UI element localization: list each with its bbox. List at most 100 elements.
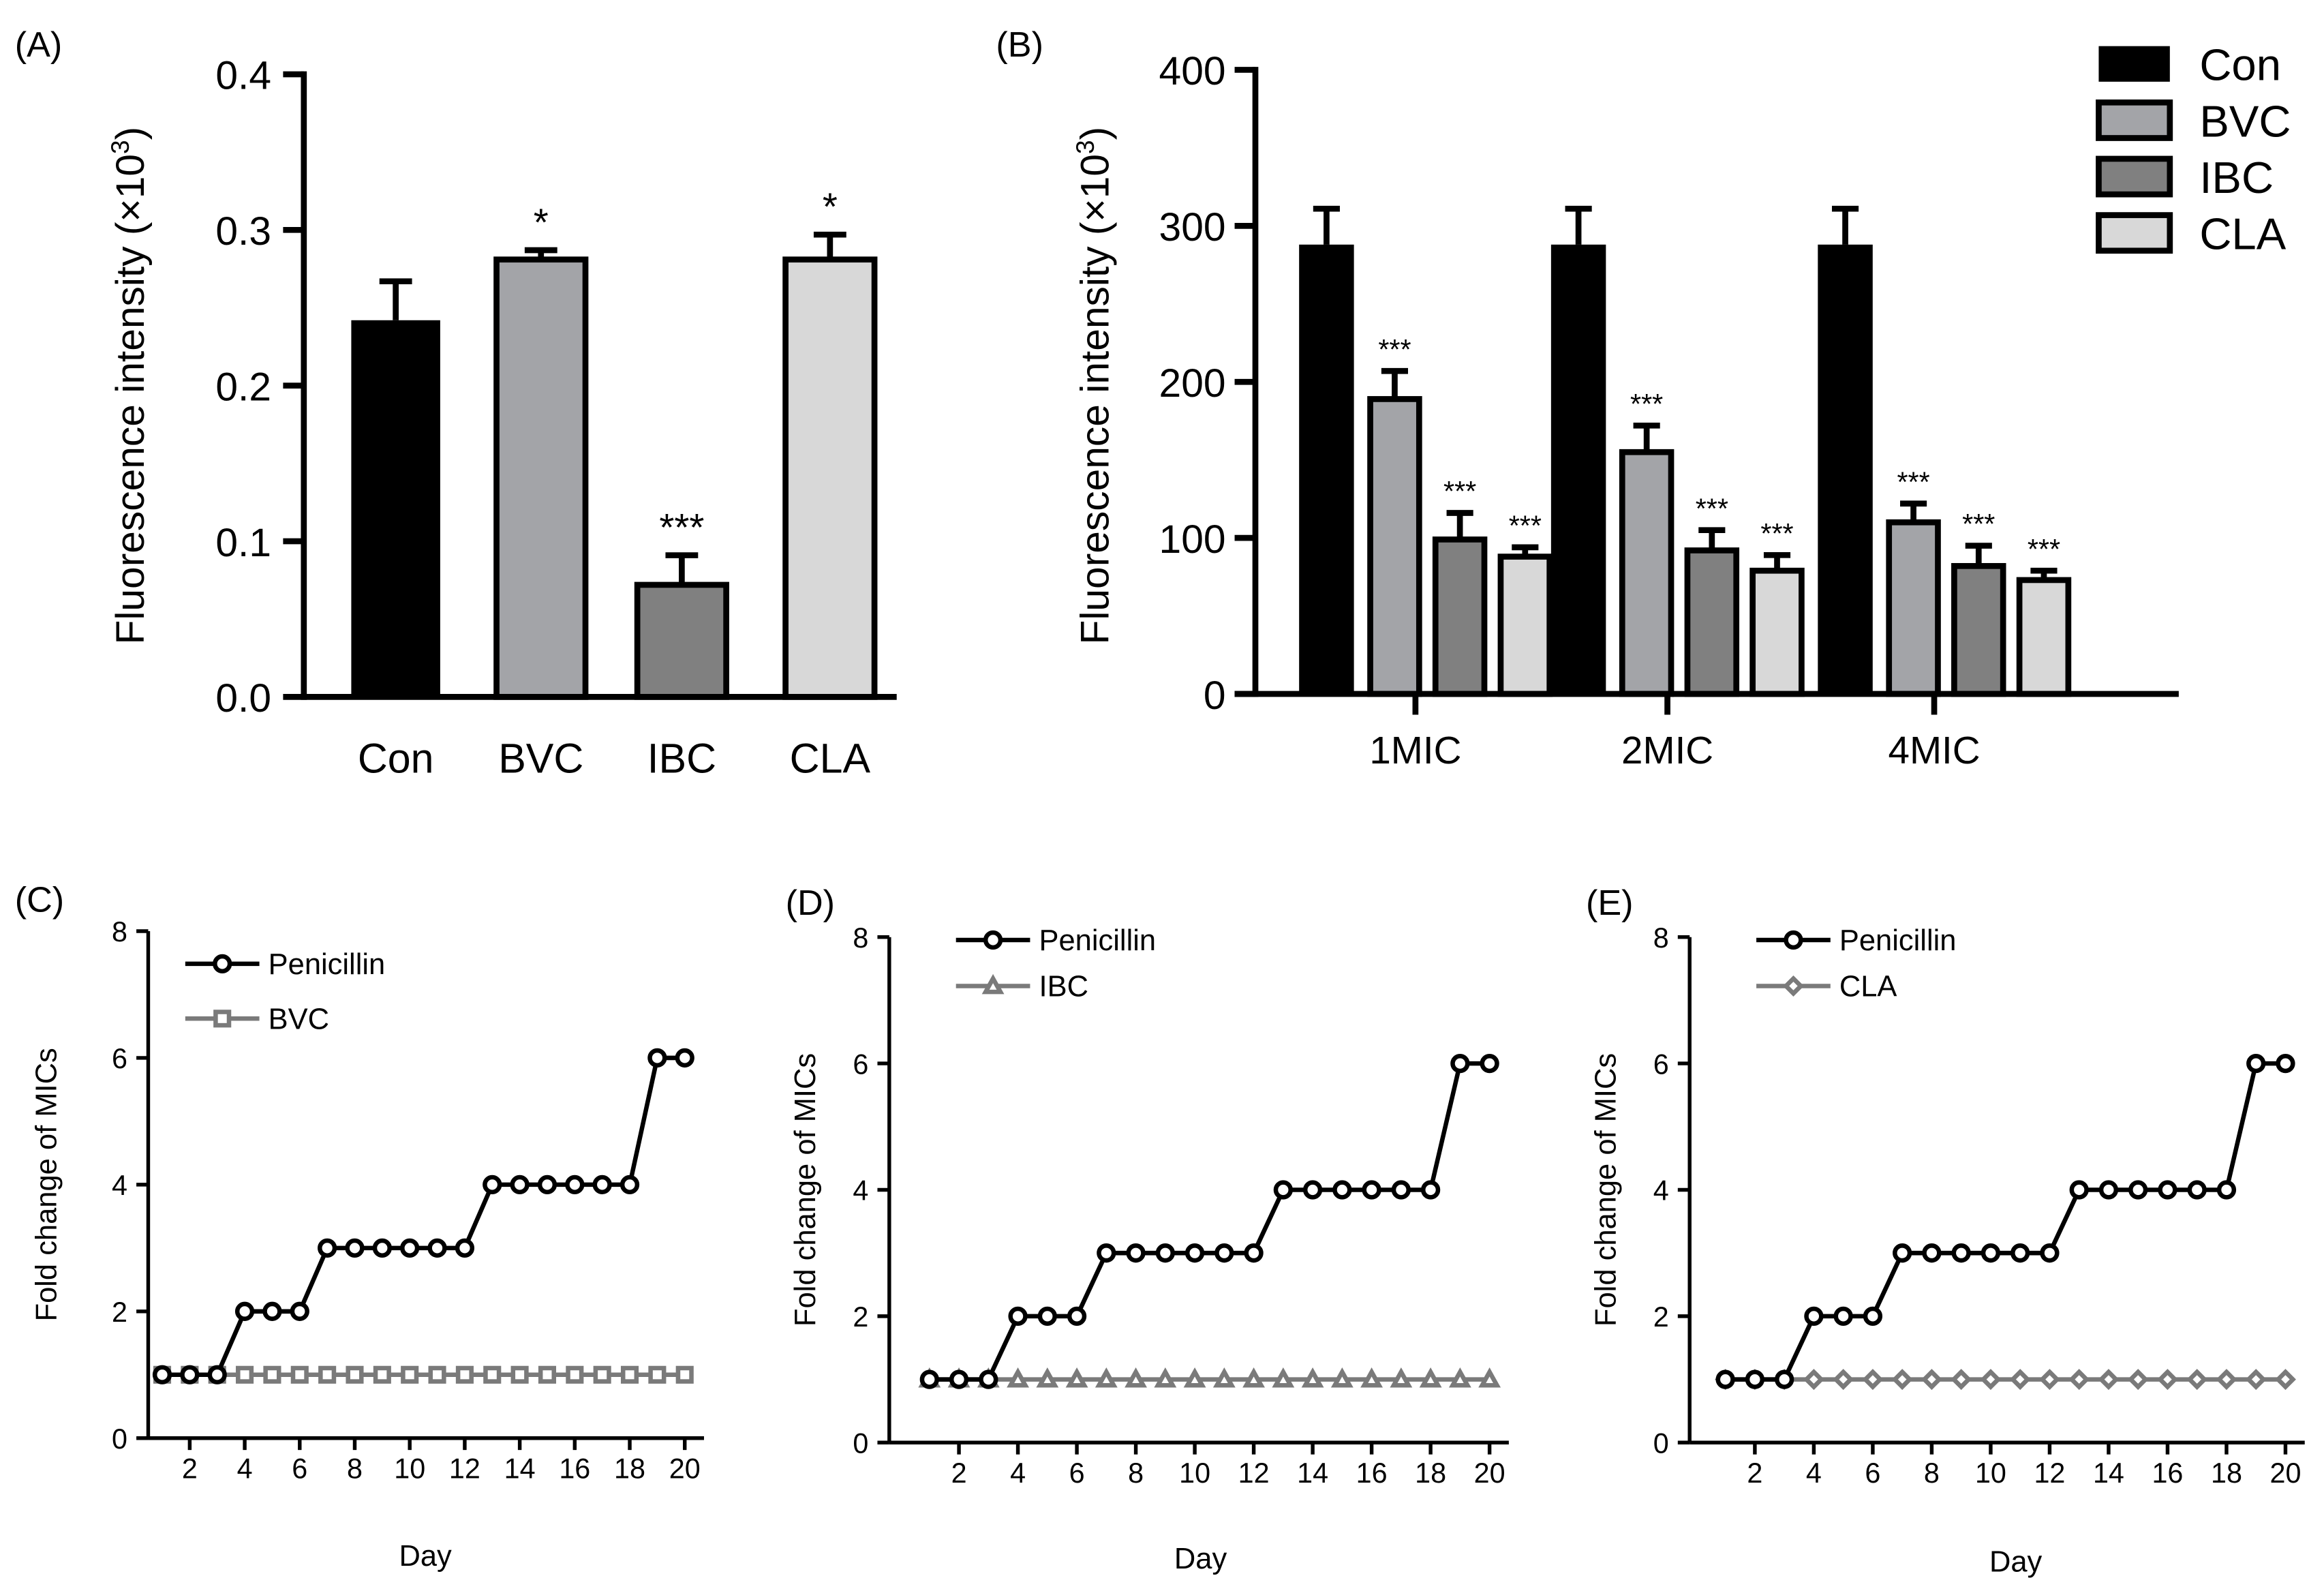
circle-marker [1037, 1306, 1057, 1327]
circle-marker [1784, 930, 1803, 950]
circle-marker [592, 1175, 612, 1195]
x-axis-label: Day [399, 1540, 452, 1573]
circle-marker [1332, 1180, 1352, 1200]
legend-swatch [2096, 212, 2173, 254]
panel-e: (E) Fold change of MICs Day 0 2 4 6 8 2 4 6 8 10 12 14… [1586, 883, 2305, 1578]
x-axis-label: Day [1174, 1543, 1227, 1575]
bar-con-2mic [1550, 244, 1606, 695]
circle-marker [1184, 1243, 1205, 1263]
x-tick-label: 4MIC [1889, 729, 1981, 772]
y-axis-label: Fluorescence intensity (×103) [1071, 127, 1118, 645]
triangle-marker [1419, 1367, 1442, 1388]
circle-marker [213, 954, 232, 973]
x-tick-label: 2 [1747, 1457, 1762, 1489]
legend-swatch [2096, 155, 2173, 198]
bar-con-4mic [1818, 244, 1873, 695]
y-tick-label: 2 [1653, 1301, 1669, 1333]
x-tick-label: 12 [1238, 1457, 1270, 1489]
circle-marker [1008, 1306, 1028, 1327]
y-tick-label: 0.2 [215, 365, 271, 409]
circle-marker [1833, 1306, 1853, 1327]
circle-marker [1420, 1180, 1441, 1200]
circle-marker [2010, 1243, 2030, 1263]
y-tick-label: 0.0 [215, 676, 271, 721]
legend: Penicillin IBC [955, 924, 1156, 1003]
bar-bvc [493, 256, 589, 700]
significance-label: *** [659, 506, 704, 549]
x-tick-label: 4 [1806, 1457, 1822, 1489]
x-tick-label: 1MIC [1369, 729, 1461, 772]
circle-marker [2040, 1243, 2060, 1263]
circle-marker [1214, 1243, 1234, 1263]
square-marker [538, 1365, 557, 1384]
circle-marker [152, 1365, 172, 1384]
circle-marker [2216, 1180, 2237, 1200]
bar-con [351, 320, 440, 697]
x-tick-label: Con [358, 735, 434, 781]
circle-marker [1126, 1243, 1146, 1263]
y-tick-label: 0.3 [215, 209, 271, 254]
legend-label: IBC [2199, 153, 2274, 202]
circle-marker [2098, 1180, 2119, 1200]
square-marker [318, 1365, 337, 1384]
bar-bvc-1mic [1367, 396, 1422, 697]
panel-label: (B) [996, 25, 1043, 65]
x-tick-label: IBC [647, 735, 716, 781]
square-marker [401, 1365, 419, 1384]
circle-marker [2128, 1180, 2148, 1200]
x-tick-label: 16 [559, 1453, 590, 1484]
circle-marker [620, 1175, 640, 1195]
x-tick-label: 16 [1356, 1457, 1388, 1489]
circle-marker [1273, 1180, 1293, 1200]
diamond-marker [1980, 1369, 2002, 1391]
circle-marker [1804, 1306, 1824, 1327]
x-tick-label: CLA [790, 735, 871, 781]
circle-marker [983, 930, 1003, 950]
diamond-marker [2156, 1369, 2178, 1391]
significance-label: *** [1897, 466, 1929, 498]
legend-label: CLA [1839, 971, 1897, 1003]
square-marker [263, 1365, 281, 1384]
circle-marker [317, 1238, 337, 1258]
square-marker [648, 1365, 667, 1384]
circle-marker [455, 1238, 475, 1258]
x-tick-label: 10 [1975, 1457, 2006, 1489]
diamond-marker [2216, 1369, 2237, 1391]
y-axis-label: Fold change of MICs [1589, 1053, 1622, 1327]
panel-label: (E) [1586, 883, 1634, 923]
x-tick-label: 20 [669, 1453, 701, 1484]
x-tick-label: 20 [2269, 1457, 2301, 1489]
y-tick-label: 6 [853, 1048, 868, 1080]
circle-marker [427, 1238, 447, 1258]
y-tick-label: 300 [1159, 205, 1226, 249]
y-tick-label: 100 [1159, 517, 1226, 562]
series-line-penicillin [162, 1055, 685, 1378]
y-tick-label: 8 [1653, 922, 1669, 954]
significance-label: *** [1962, 509, 1995, 540]
circle-marker [675, 1048, 694, 1068]
y-tick-label: 6 [1653, 1048, 1669, 1080]
y-tick-label: 400 [1159, 49, 1226, 93]
diamond-marker [1891, 1369, 1913, 1391]
y-tick-label: 4 [112, 1170, 127, 1201]
diamond-marker [1833, 1369, 1854, 1391]
circle-marker [483, 1175, 502, 1195]
circle-marker [1981, 1243, 2001, 1263]
significance-label: *** [1630, 389, 1663, 420]
y-tick-label: 4 [853, 1175, 868, 1207]
square-marker [236, 1365, 254, 1384]
x-tick-label: 14 [2093, 1457, 2124, 1489]
triangle-marker [1065, 1367, 1088, 1388]
bar-ibc-2mic [1684, 547, 1740, 697]
legend-swatch [2096, 99, 2173, 141]
x-tick-label: 8 [1128, 1457, 1144, 1489]
circle-marker [400, 1238, 420, 1258]
significance-label: *** [1760, 518, 1793, 549]
significance-label: * [534, 200, 549, 243]
triangle-marker [1212, 1367, 1236, 1388]
diamond-marker [1921, 1369, 1942, 1391]
diamond-marker [1803, 1369, 1824, 1391]
x-tick-label: BVC [498, 735, 583, 781]
circle-marker [1391, 1180, 1411, 1200]
triangle-marker [1007, 1367, 1029, 1388]
